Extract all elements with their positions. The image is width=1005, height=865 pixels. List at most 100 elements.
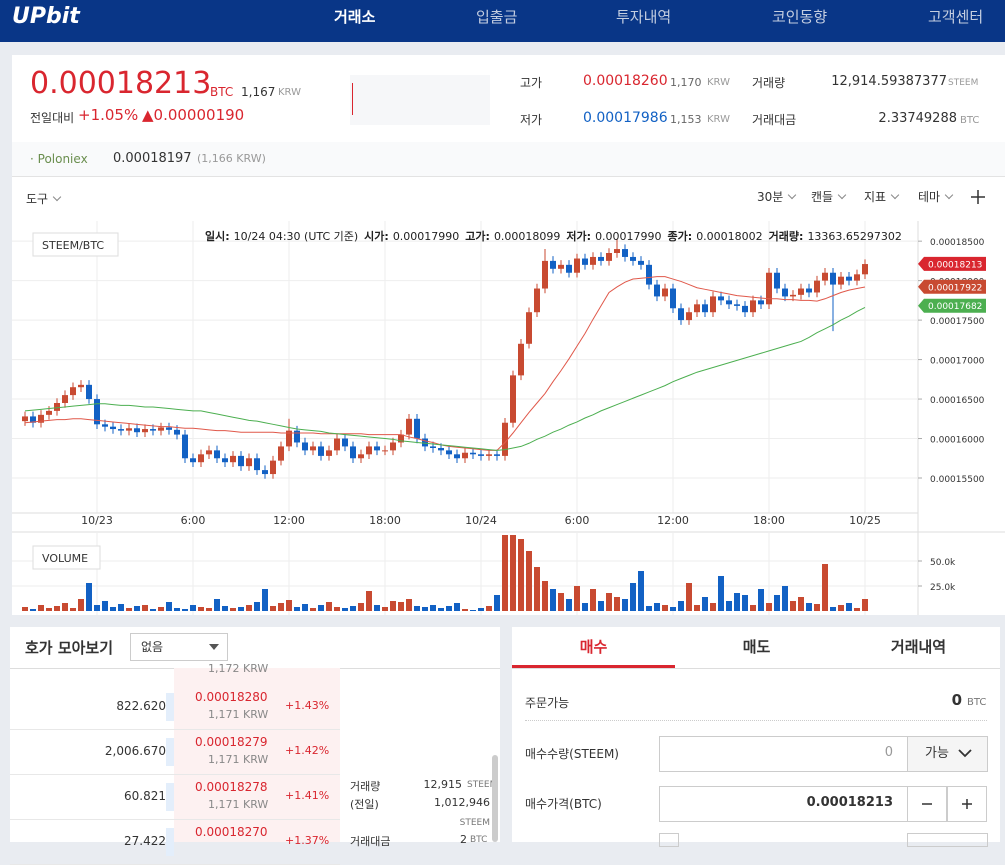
volume-bar [806,603,812,611]
candle-body [534,288,540,313]
info-value: 0.00018099 [494,230,560,243]
volume-bar [502,535,508,611]
orderbook-row[interactable] [10,730,340,775]
qty-input[interactable] [659,736,909,772]
y-tick-label: 50.0k [930,558,956,568]
price-tag [918,256,986,271]
depth-bar [166,828,174,856]
scrollbar[interactable] [492,755,498,842]
volume-bar [566,599,572,611]
candle-body [454,454,460,459]
add-button[interactable] [970,189,986,205]
sparkline-box [350,75,490,125]
volume-bar [478,608,484,611]
checkbox[interactable] [659,833,679,847]
candle-body [702,304,708,313]
volume-bar [622,599,628,611]
candle-body [358,454,364,459]
candle-body [318,446,324,456]
volume-bar [510,535,516,611]
candle-body [102,424,108,427]
candle-body [742,305,748,313]
volume-bar [358,603,364,611]
info-unit: BTC [470,835,488,845]
volume-bar [574,586,580,611]
tool-menu[interactable]: 도구 [26,190,62,207]
change-pct: +1.43% [285,699,330,712]
y-tick-label: 0.00016000 [930,436,985,446]
candle-body [134,428,140,433]
candle-body [750,300,756,313]
tool-menu[interactable]: 지표 [864,188,900,205]
volume-bar [190,605,196,611]
tool-menu[interactable]: 캔들 [811,188,847,205]
tool-menu[interactable]: 테마 [918,188,954,205]
volume-bar [742,595,748,611]
divider [512,668,1000,669]
stat-label: 거래대금 [752,113,797,127]
price-tag [918,279,986,294]
stat-label: 저가 [520,113,543,127]
nav-item[interactable]: 투자내역 [616,8,672,26]
krw-price: 1,171 KRW [208,753,269,766]
volume-bar [294,607,300,611]
volume-bar [798,597,804,611]
volume-bar [790,601,796,611]
candle-body [846,276,852,281]
nav-item[interactable]: 코인동향 [772,8,828,26]
volume-bar [662,605,668,611]
candle-body [70,387,76,396]
candle-body [758,300,764,305]
qty: 822.620 [116,699,166,713]
candle-body [398,434,404,443]
tab-sell[interactable]: 매도 [742,638,771,656]
candle-body [198,454,204,463]
volume-bar [830,607,836,611]
x-tick-label: 18:00 [753,514,785,527]
candle-body [334,438,340,451]
candle-body [118,429,124,431]
group-select[interactable]: 없음 [130,633,228,661]
nav-item[interactable]: 거래소 [334,8,376,26]
tab-history[interactable]: 거래내역 [890,638,947,656]
price-tag [918,298,986,313]
tool-menu[interactable]: 30분 [757,188,797,205]
info-label: 거래량 [350,780,381,793]
volume-bar [118,604,124,611]
nav-bar [0,0,1005,42]
candle-body [78,384,84,388]
candle-body [774,272,780,289]
volume-bar [718,576,724,611]
volume-bar [518,539,524,611]
select-box[interactable] [907,833,988,847]
krw-unit: KRW [278,87,301,98]
info-unit: STEEM [459,818,490,828]
candle-body [486,454,492,456]
krw-price: 1,171 KRW [208,708,269,721]
volume-bar [774,595,780,611]
symbol-box [32,232,119,257]
change-pct: +1.05% [78,106,139,124]
minus-button[interactable] [907,786,947,822]
field-label: 매수가격(BTC) [525,797,602,811]
volume-bar [222,606,228,611]
orderbook-row[interactable] [10,775,340,820]
stat-value: 0.00017986 [583,110,668,126]
volume-label: VOLUME [42,552,88,565]
change-amount: ▲0.00000190 [142,106,245,124]
depth-bar [166,738,174,766]
info-value: 0.00017990 [595,230,661,243]
candle-body [310,446,316,451]
info-label: 시가: [364,229,389,243]
orderbook-row[interactable] [10,685,340,730]
candle-body [246,458,252,467]
qty-button[interactable]: 가능 [907,736,988,772]
logo[interactable]: UPbit [12,4,80,29]
tab-buy[interactable]: 매수 [512,627,675,668]
nav-item[interactable]: 고객센터 [928,8,984,26]
candle-body [166,427,172,430]
qty: 60.821 [124,789,166,803]
nav-item[interactable]: 입출금 [476,8,518,26]
price: 0.00018213 [30,66,212,101]
x-tick-label: 10/24 [465,514,497,527]
